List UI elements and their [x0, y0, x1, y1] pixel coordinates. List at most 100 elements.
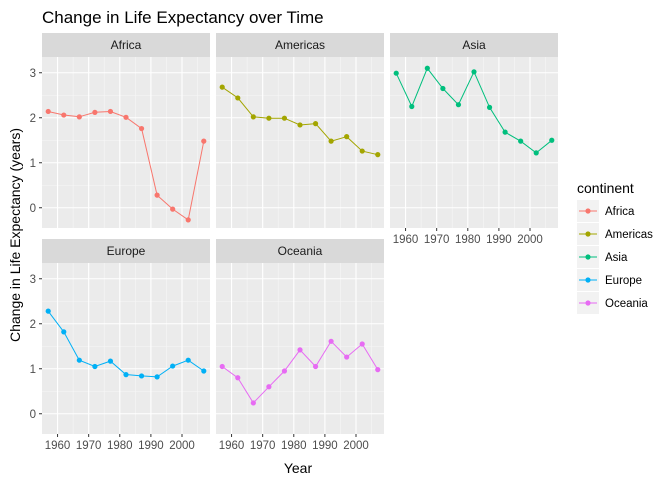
legend-label: Asia — [605, 252, 628, 264]
data-point — [154, 192, 160, 198]
data-point — [76, 357, 82, 363]
facet-strip-label: Asia — [462, 38, 486, 52]
data-point — [549, 137, 555, 143]
facet-strip — [42, 33, 210, 57]
legend-item-americas: Americas — [577, 223, 653, 245]
x-tick-label: 1980 — [281, 440, 307, 452]
x-tick-label: 1980 — [455, 234, 481, 246]
x-tick-label: 1990 — [486, 234, 512, 246]
facet-americas: Americas — [216, 33, 384, 228]
x-tick-label: 1960 — [219, 440, 245, 452]
facet-europe: Europe 0 1 2 3 1960 1970 1980 1990 2000 — [30, 239, 210, 452]
data-point — [170, 206, 176, 212]
data-point — [107, 358, 114, 364]
data-point — [281, 368, 288, 374]
data-point — [533, 150, 539, 156]
data-point — [123, 114, 129, 120]
data-point — [201, 368, 207, 374]
y-tick-label: 0 — [30, 409, 36, 421]
facet-strip-label: Europe — [107, 244, 146, 258]
data-point — [219, 363, 225, 370]
legend-item-africa: Africa — [577, 200, 635, 222]
data-point — [375, 367, 381, 373]
legend-label: Africa — [605, 206, 635, 218]
x-tick-label: 1970 — [250, 440, 276, 452]
data-point — [393, 70, 399, 76]
data-point — [359, 148, 365, 154]
data-point — [518, 138, 524, 144]
legend: continent Africa Americas Asia Europe Oceani… — [577, 180, 653, 314]
facet-strip — [390, 33, 558, 57]
x-tick-label: 1980 — [107, 440, 133, 452]
legend-item-europe: Europe — [577, 269, 642, 291]
legend-label: Oceania — [605, 298, 648, 310]
facet-oceania: Oceania 1960 1970 1980 1990 2000 — [216, 239, 384, 452]
data-point — [281, 115, 288, 121]
data-point — [219, 84, 225, 90]
data-point — [61, 329, 67, 335]
data-point — [486, 104, 493, 110]
data-point — [266, 115, 272, 121]
y-tick-label: 2 — [30, 113, 36, 125]
data-point — [235, 375, 241, 381]
y-tick-label: 3 — [30, 68, 36, 80]
data-point — [328, 138, 334, 144]
data-point — [250, 400, 256, 406]
data-point — [455, 102, 462, 108]
legend-item-oceania: Oceania — [577, 292, 648, 314]
data-point — [266, 384, 272, 390]
y-axis-title: Change in Life Expectancy (years) — [7, 128, 23, 342]
data-point — [312, 121, 319, 127]
facet-strip — [42, 239, 210, 263]
x-tick-label: 1990 — [138, 440, 164, 452]
data-point — [170, 363, 176, 369]
data-point — [235, 95, 241, 101]
data-point — [502, 129, 508, 135]
data-point — [440, 85, 446, 92]
facet-strip — [216, 239, 384, 263]
x-tick-label: 1970 — [76, 440, 102, 452]
x-axis-title: Year — [284, 460, 313, 476]
panel-background — [390, 57, 558, 228]
x-tick-label: 1960 — [393, 234, 419, 246]
data-point — [201, 138, 207, 144]
data-point — [92, 109, 98, 115]
data-point — [123, 372, 129, 378]
legend-key-point — [585, 208, 591, 214]
data-point — [92, 363, 98, 370]
data-point — [61, 112, 67, 118]
data-point — [297, 122, 303, 128]
data-point — [297, 347, 303, 353]
data-point — [138, 373, 145, 379]
facet-strip-label: Africa — [111, 38, 142, 52]
legend-label: Europe — [605, 275, 642, 287]
data-point — [45, 308, 51, 314]
y-tick-label: 1 — [30, 158, 36, 170]
data-point — [45, 108, 51, 115]
legend-key-point — [585, 277, 591, 283]
y-tick-label: 0 — [30, 203, 36, 215]
x-tick-label: 1990 — [312, 440, 338, 452]
data-point — [375, 152, 381, 158]
y-tick-label: 1 — [30, 364, 36, 376]
data-point — [185, 217, 191, 223]
y-tick-label: 2 — [30, 319, 36, 331]
panel-background — [42, 57, 210, 228]
facet-asia: Asia 1960 1970 1980 1990 2000 — [390, 33, 558, 246]
data-point — [328, 338, 334, 344]
data-point — [138, 125, 145, 132]
data-point — [409, 103, 415, 110]
data-point — [154, 374, 160, 380]
x-tick-label: 2000 — [169, 440, 195, 452]
y-tick-label: 3 — [30, 274, 36, 286]
x-tick-label: 1960 — [45, 440, 71, 452]
data-point — [250, 114, 256, 120]
legend-key-point — [585, 300, 591, 306]
legend-title: continent — [577, 180, 634, 196]
data-point — [344, 354, 350, 360]
facet-strip-label: Oceania — [278, 244, 323, 258]
facet-africa: Africa 0 1 2 3 — [30, 33, 210, 228]
data-point — [424, 65, 430, 71]
chart-title: Change in Life Expectancy over Time — [42, 8, 324, 27]
